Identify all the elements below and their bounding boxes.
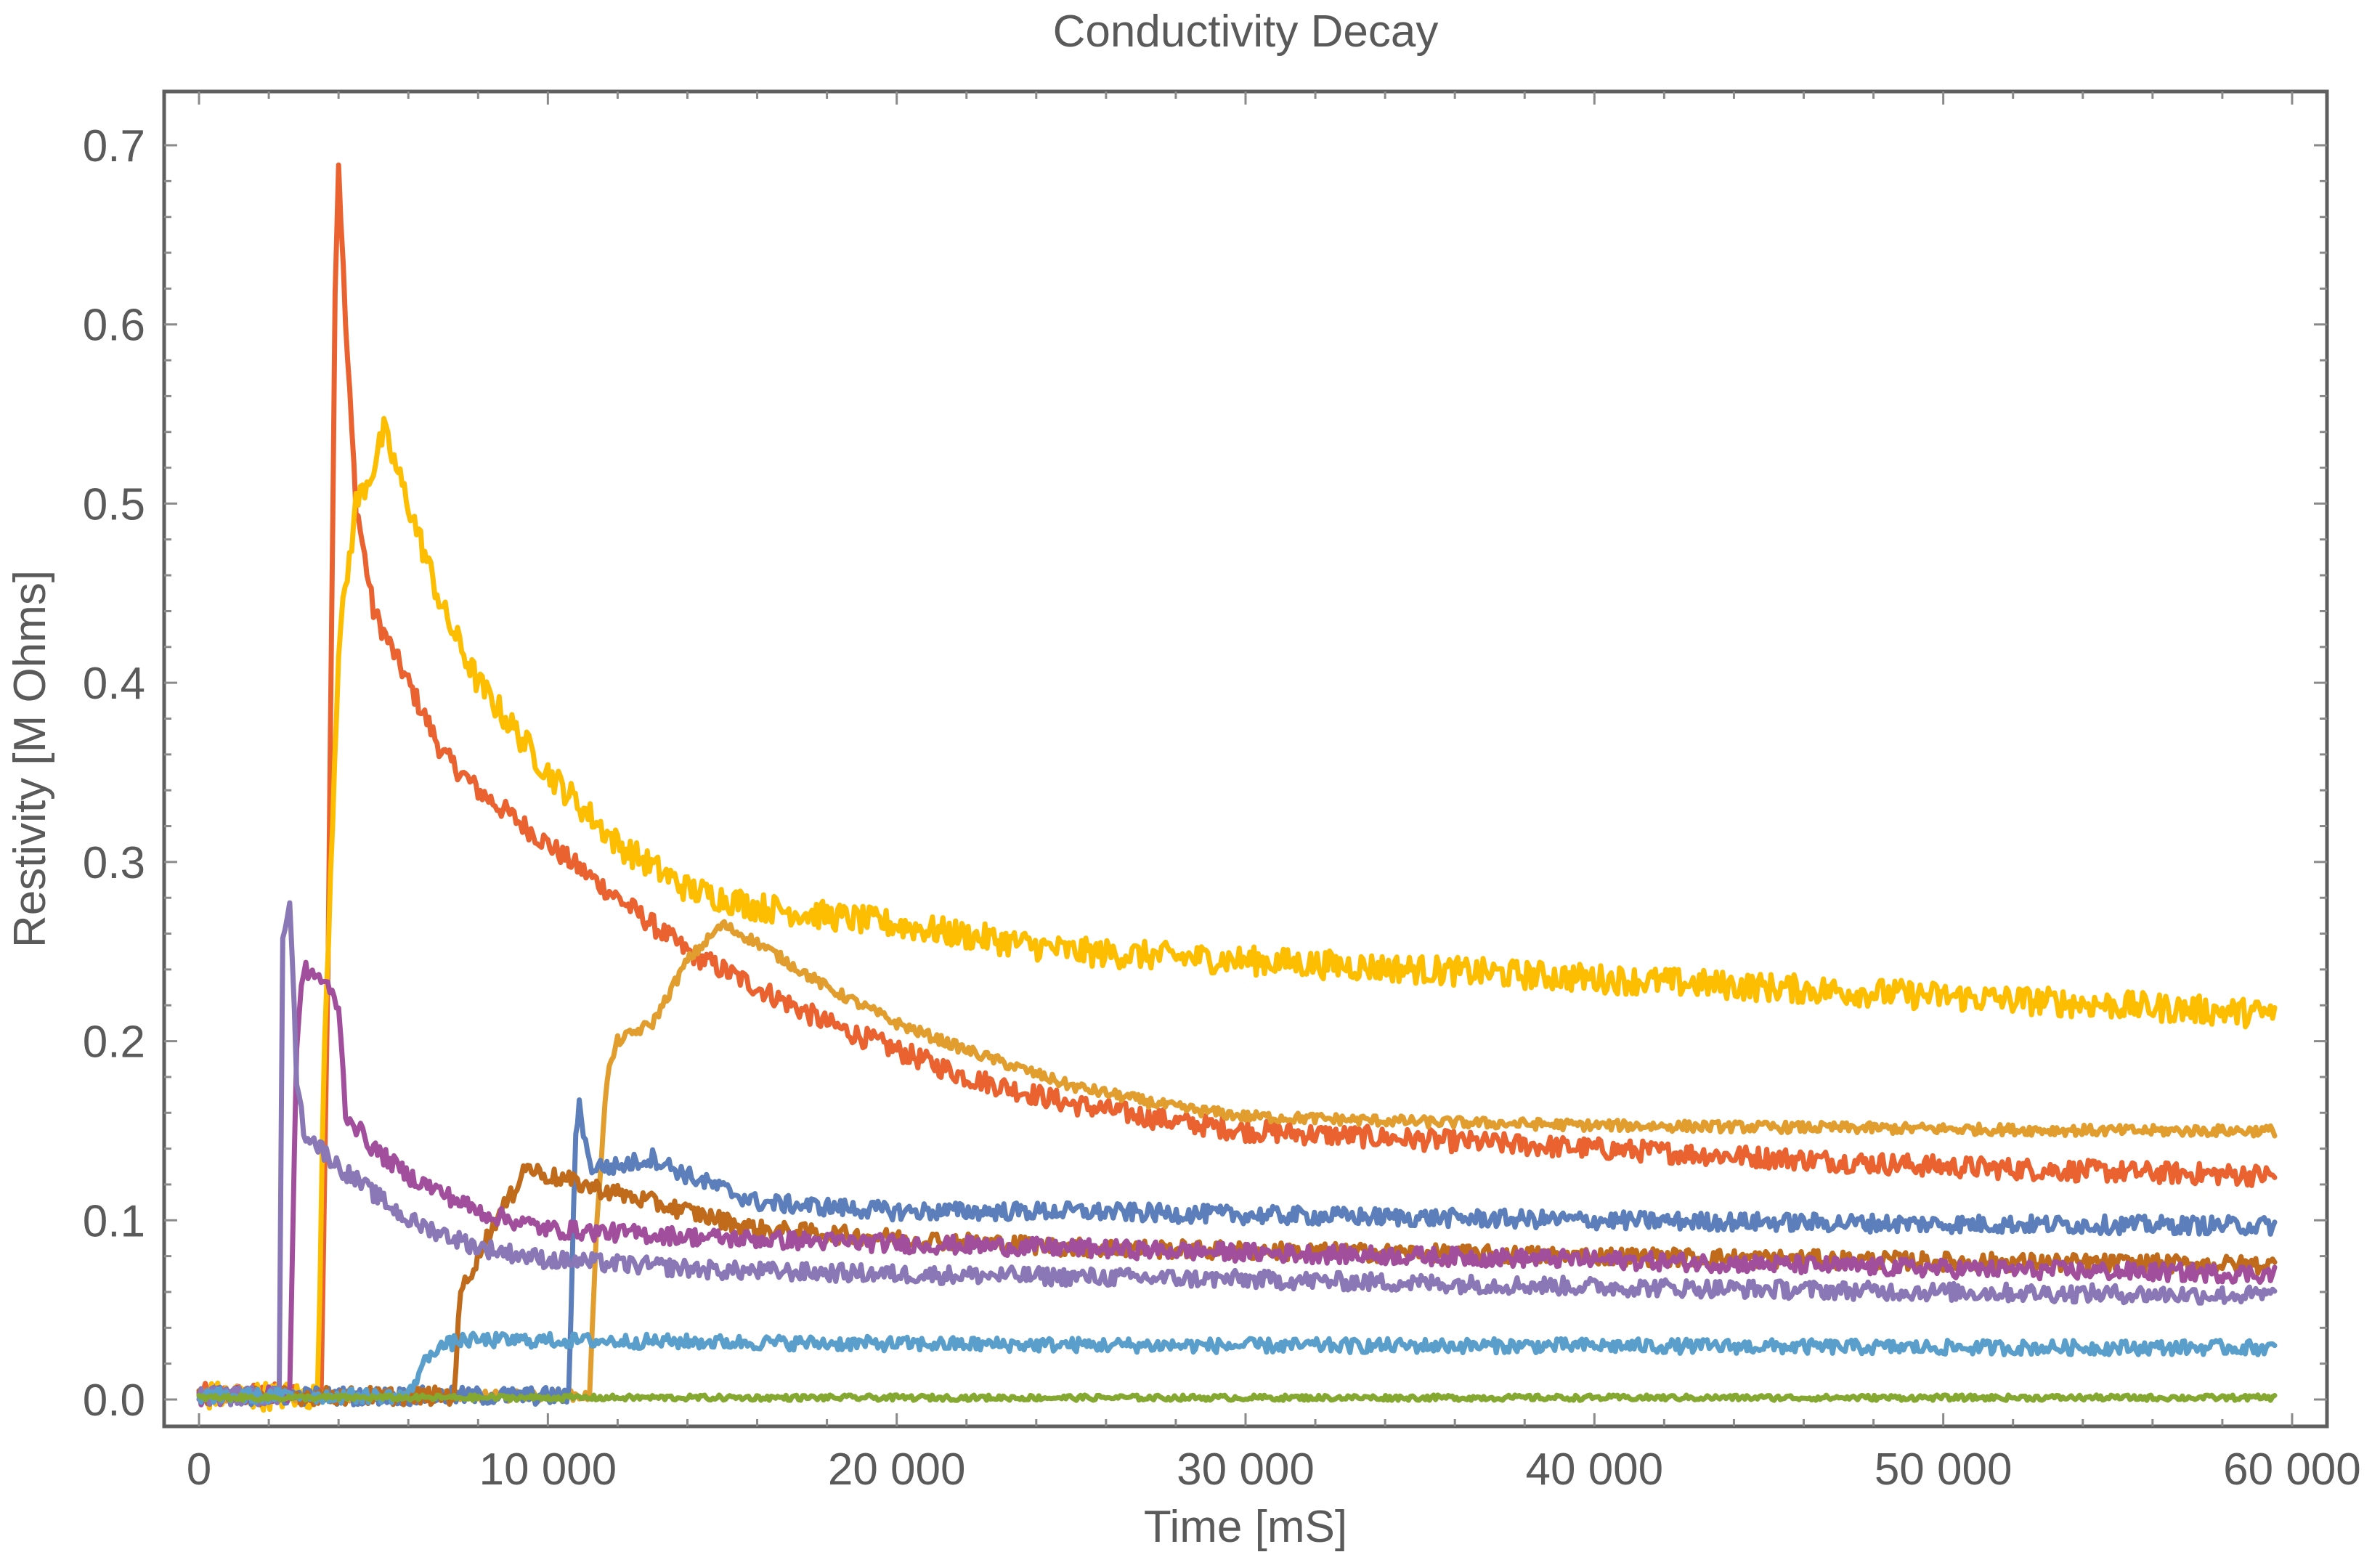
y-tick-label: 0.4: [83, 659, 145, 709]
y-tick-label: 0.6: [83, 301, 145, 351]
x-tick-label: 30 000: [1177, 1445, 1315, 1495]
series-line-8: [196, 1330, 2278, 1406]
x-tick-label: 40 000: [1526, 1445, 1664, 1495]
series-line-7: [196, 900, 2278, 1407]
x-tick-label: 0: [187, 1445, 211, 1495]
y-tick-label: 0.5: [83, 479, 145, 529]
y-tick-label: 0.2: [83, 1017, 145, 1068]
series-line-4: [196, 1097, 2278, 1407]
x-tick-label: 20 000: [828, 1445, 966, 1495]
series-line-5: [196, 1163, 2278, 1407]
x-tick-label: 50 000: [1875, 1445, 2013, 1495]
y-tick-label: 0.1: [83, 1196, 145, 1246]
y-axis-label: Restivity [M Ohms]: [5, 570, 55, 948]
y-tick-label: 0.7: [83, 121, 145, 171]
x-tick-label: 60 000: [2223, 1445, 2361, 1495]
series-line-2: [196, 415, 2278, 1413]
x-axis-label: Time [mS]: [1144, 1502, 1347, 1552]
y-tick-label: 0.0: [83, 1376, 145, 1426]
series-layer: [196, 162, 2278, 1413]
chart-title: Conductivity Decay: [1053, 7, 1439, 57]
ticks-layer: 0 10 000 20 000 30 000 40 000 50 000 60 000 0.0…: [83, 92, 2361, 1495]
series-line-1: [196, 162, 2278, 1406]
series-line-6: [196, 959, 2278, 1407]
y-tick-label: 0.3: [83, 838, 145, 888]
series-line-9: [196, 1392, 2278, 1403]
x-tick-label: 10 000: [479, 1445, 617, 1495]
